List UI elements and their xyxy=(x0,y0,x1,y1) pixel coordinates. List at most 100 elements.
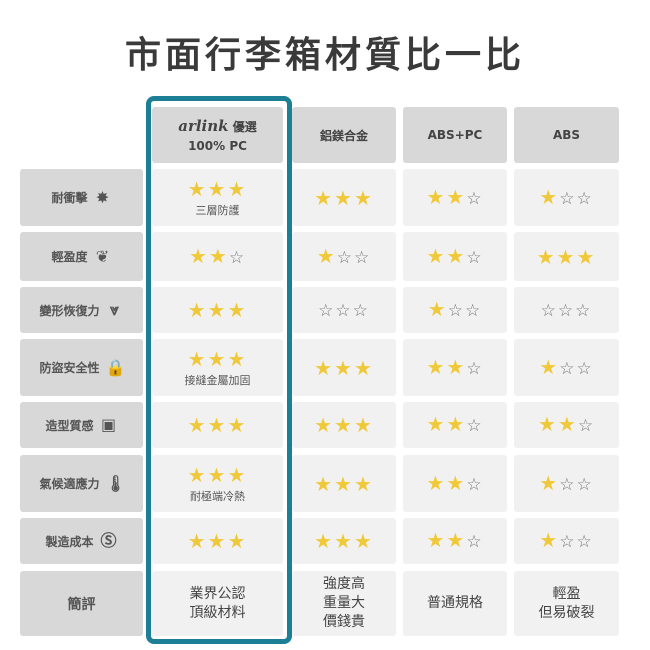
star-rating: ☆☆☆ xyxy=(318,298,370,322)
star-filled-icon: ★ xyxy=(446,412,467,436)
star-filled-icon: ★ xyxy=(334,185,354,210)
star-filled-icon: ★ xyxy=(314,185,335,210)
star-empty-icon: ☆ xyxy=(466,532,484,552)
star-filled-icon: ★ xyxy=(446,528,467,552)
star-empty-icon: ☆ xyxy=(447,301,465,321)
star-filled-icon: ★ xyxy=(207,176,228,201)
star-filled-icon: ★ xyxy=(334,355,354,380)
star-rating: ★★☆ xyxy=(426,356,483,380)
rating-cell: ★★☆ xyxy=(514,402,619,448)
star-rating: ★★★ xyxy=(314,473,374,495)
star-rating: ★★★ xyxy=(188,299,248,321)
star-filled-icon: ★ xyxy=(187,529,208,553)
star-rating: ★★★ xyxy=(188,464,248,486)
star-filled-icon: ★ xyxy=(353,185,374,210)
summary-label: 簡評 xyxy=(20,571,143,636)
column-header: ABS+PC xyxy=(403,107,507,163)
row-note: 耐極端冷熱 xyxy=(190,489,245,503)
star-filled-icon: ★ xyxy=(557,412,578,436)
rating-cell: ★★☆ xyxy=(152,232,283,281)
rating-cell: ★★★ xyxy=(152,402,283,448)
star-filled-icon: ★ xyxy=(539,470,560,495)
spring-back-icon: ⩔ xyxy=(109,300,120,319)
dollar-coin-icon: Ⓢ xyxy=(100,531,117,550)
star-empty-icon: ☆ xyxy=(576,188,594,209)
star-filled-icon: ★ xyxy=(314,413,335,437)
summary-cell: 業界公認 頂級材料 xyxy=(152,571,283,636)
column-header: 鋁鎂合金 xyxy=(292,107,396,163)
row-label: 輕盈度 ❦ xyxy=(20,232,143,281)
rating-cell: ★★☆ xyxy=(403,455,507,512)
row-label: 變形恢復力 ⩔ xyxy=(20,287,143,333)
star-empty-icon: ☆ xyxy=(318,301,336,321)
star-empty-icon: ☆ xyxy=(557,301,576,321)
star-empty-icon: ☆ xyxy=(464,301,483,321)
suitcase-icon: ▣ xyxy=(100,415,117,434)
rating-cell: ★☆☆ xyxy=(514,169,619,226)
star-filled-icon: ★ xyxy=(187,462,208,487)
header-line: ABS xyxy=(552,128,581,142)
row-label-text: 變形恢復力 xyxy=(39,303,100,318)
rating-cell: ★☆☆ xyxy=(292,232,396,281)
star-filled-icon: ★ xyxy=(353,355,374,380)
star-empty-icon: ☆ xyxy=(559,358,577,379)
star-empty-icon: ☆ xyxy=(577,416,596,436)
star-rating: ★★★ xyxy=(188,414,248,436)
rating-cell: ★★★ 耐極端冷熱 xyxy=(152,455,283,512)
summary-text: 強度高 重量大 價錢貴 xyxy=(323,576,365,630)
summary-cell: 輕盈 但易破裂 xyxy=(514,571,619,636)
star-rating: ★★★ xyxy=(314,414,374,436)
row-label-text: 防盜安全性 xyxy=(39,361,100,375)
rating-cell: ★★★ xyxy=(292,402,396,448)
rating-cell: ★★★ xyxy=(292,518,396,564)
star-filled-icon: ★ xyxy=(446,470,467,495)
summary-label-text: 簡評 xyxy=(67,596,96,613)
feather-icon: ❦ xyxy=(95,246,110,266)
row-note: 接縫金屬加固 xyxy=(184,373,251,387)
star-filled-icon: ★ xyxy=(227,462,248,487)
header-line: ABS+PC xyxy=(427,128,483,142)
star-rating: ★☆☆ xyxy=(539,472,593,496)
rating-cell: ★☆☆ xyxy=(514,518,619,564)
star-filled-icon: ★ xyxy=(576,244,597,269)
star-rating: ★★★ xyxy=(314,530,374,552)
star-filled-icon: ★ xyxy=(426,528,447,552)
row-label: 防盜安全性 🔒 xyxy=(20,339,143,396)
rating-cell: ★☆☆ xyxy=(514,339,619,396)
page-title: 市面行李箱材質比一比 xyxy=(124,34,525,76)
star-rating: ★★☆ xyxy=(538,413,595,437)
rating-cell: ★★☆ xyxy=(403,169,507,226)
star-filled-icon: ★ xyxy=(314,355,335,380)
summary-text: 業界公認 頂級材料 xyxy=(189,585,246,621)
star-filled-icon: ★ xyxy=(539,184,560,209)
star-rating: ☆☆☆ xyxy=(541,298,593,322)
star-filled-icon: ★ xyxy=(187,176,208,201)
star-rating: ★★★ xyxy=(314,187,374,209)
star-filled-icon: ★ xyxy=(353,529,374,553)
star-filled-icon: ★ xyxy=(537,412,558,436)
star-rating: ★★★ xyxy=(188,348,248,370)
rating-cell: ★★★ xyxy=(152,518,283,564)
rating-cell: ★★☆ xyxy=(403,339,507,396)
star-empty-icon: ☆ xyxy=(466,358,484,379)
star-filled-icon: ★ xyxy=(207,462,228,487)
header-line: 優選 xyxy=(232,120,257,134)
star-empty-icon: ☆ xyxy=(336,247,354,268)
rating-cell: ★★★ xyxy=(514,232,619,281)
star-filled-icon: ★ xyxy=(353,413,374,437)
row-label-text: 耐衝擊 xyxy=(51,191,88,205)
star-empty-icon: ☆ xyxy=(559,532,577,552)
star-rating: ★★☆ xyxy=(426,472,483,496)
rating-cell: ★★★ xyxy=(292,455,396,512)
star-rating: ★★★ xyxy=(537,246,597,268)
star-empty-icon: ☆ xyxy=(576,532,594,552)
rating-cell: ☆☆☆ xyxy=(514,287,619,333)
star-filled-icon: ★ xyxy=(334,471,354,496)
row-label-text: 輕盈度 xyxy=(51,250,88,264)
star-empty-icon: ☆ xyxy=(575,301,593,321)
star-filled-icon: ★ xyxy=(539,354,560,379)
rating-cell: ★☆☆ xyxy=(514,455,619,512)
rating-cell: ★★★ 三層防護 xyxy=(152,169,283,226)
star-empty-icon: ☆ xyxy=(466,188,484,209)
star-filled-icon: ★ xyxy=(207,346,228,371)
